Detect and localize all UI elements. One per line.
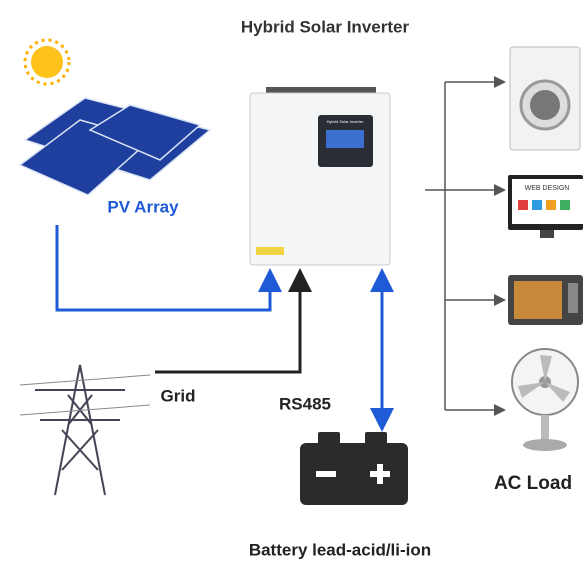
grid-label: Grid [161, 386, 196, 405]
battery-label: Battery lead-acid/li-ion [249, 540, 431, 559]
solar-panels [20, 98, 210, 195]
load-bus [425, 82, 503, 410]
title: Hybrid Solar Inverter [241, 17, 410, 36]
load-label: AC Load [494, 473, 572, 494]
microwave-icon [508, 275, 583, 325]
fan-icon [512, 349, 578, 451]
sun-icon [25, 40, 69, 84]
diagram: Hybrid Solar Inverter PV Array Hybrid So… [0, 0, 583, 563]
washer-icon [510, 47, 580, 150]
inverter [250, 87, 390, 265]
battery-icon [300, 432, 408, 505]
monitor-text: WEB DESIGN [525, 185, 570, 192]
rs485-label: RS485 [279, 394, 331, 413]
grid-connection [155, 280, 300, 372]
inverter-label: Hybrid Solar Inverter [327, 119, 364, 124]
grid-tower [20, 365, 150, 495]
pv-connection [57, 225, 270, 310]
pv-label: PV Array [107, 197, 179, 216]
